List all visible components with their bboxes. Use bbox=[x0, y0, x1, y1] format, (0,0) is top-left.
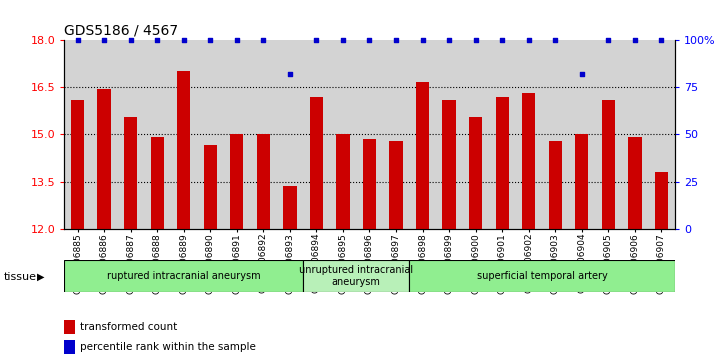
Point bbox=[204, 37, 216, 43]
Bar bbox=[602, 100, 615, 229]
Bar bbox=[310, 97, 323, 229]
Bar bbox=[575, 134, 588, 229]
Point bbox=[629, 37, 640, 43]
Bar bbox=[151, 138, 164, 229]
Bar bbox=[496, 97, 509, 229]
Text: GDS5186 / 4567: GDS5186 / 4567 bbox=[64, 23, 178, 37]
Point bbox=[576, 71, 588, 77]
Text: transformed count: transformed count bbox=[79, 322, 177, 332]
Text: ▶: ▶ bbox=[37, 272, 45, 282]
Text: percentile rank within the sample: percentile rank within the sample bbox=[79, 342, 256, 352]
Point bbox=[470, 37, 481, 43]
Bar bbox=[64, 340, 75, 354]
Text: unruptured intracranial
aneurysm: unruptured intracranial aneurysm bbox=[299, 265, 413, 287]
Bar bbox=[257, 134, 270, 229]
Point bbox=[496, 37, 508, 43]
Bar bbox=[336, 134, 350, 229]
Bar bbox=[64, 320, 75, 334]
Bar bbox=[124, 117, 137, 229]
Bar bbox=[655, 172, 668, 229]
Bar bbox=[203, 145, 217, 229]
Bar bbox=[177, 72, 191, 229]
Point bbox=[125, 37, 136, 43]
Bar bbox=[230, 134, 243, 229]
Point bbox=[311, 37, 322, 43]
Text: superficial temporal artery: superficial temporal artery bbox=[477, 271, 608, 281]
Bar bbox=[64, 260, 303, 292]
Point bbox=[443, 37, 455, 43]
Point bbox=[258, 37, 269, 43]
Point bbox=[284, 71, 296, 77]
Point bbox=[99, 37, 110, 43]
Point bbox=[151, 37, 163, 43]
Bar bbox=[628, 138, 642, 229]
Bar bbox=[443, 100, 456, 229]
Text: tissue: tissue bbox=[4, 272, 36, 282]
Text: ruptured intracranial aneurysm: ruptured intracranial aneurysm bbox=[107, 271, 261, 281]
Point bbox=[363, 37, 376, 43]
Bar bbox=[303, 260, 409, 292]
Point bbox=[178, 37, 189, 43]
Point bbox=[391, 37, 402, 43]
Point bbox=[550, 37, 561, 43]
Bar bbox=[283, 186, 296, 229]
Point bbox=[523, 37, 535, 43]
Point bbox=[655, 37, 667, 43]
Point bbox=[231, 37, 243, 43]
Point bbox=[417, 37, 428, 43]
Point bbox=[337, 37, 348, 43]
Bar bbox=[71, 100, 84, 229]
Bar bbox=[416, 82, 429, 229]
Bar bbox=[363, 139, 376, 229]
Bar bbox=[409, 260, 675, 292]
Bar bbox=[522, 93, 536, 229]
Point bbox=[603, 37, 614, 43]
Bar bbox=[548, 140, 562, 229]
Bar bbox=[97, 89, 111, 229]
Bar bbox=[389, 140, 403, 229]
Point bbox=[72, 37, 84, 43]
Bar bbox=[469, 117, 482, 229]
